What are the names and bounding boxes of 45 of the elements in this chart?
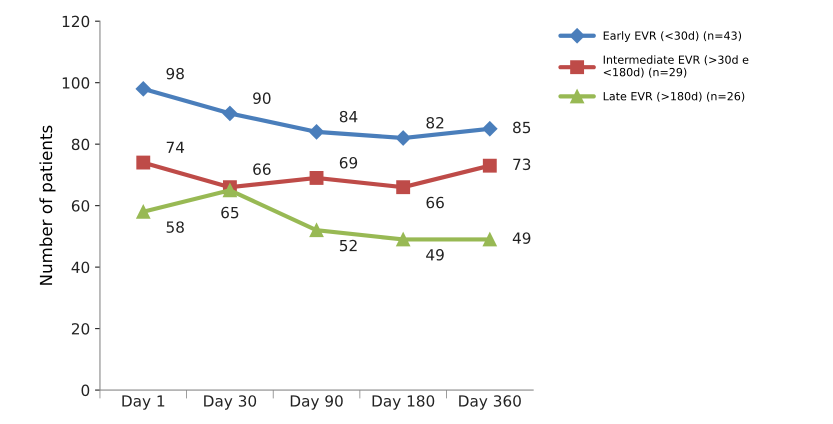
data-label: 52 <box>340 240 357 252</box>
y-tick-label: 0 <box>82 384 90 396</box>
point <box>482 158 497 173</box>
y-tick-label: 20 <box>72 323 90 335</box>
point <box>482 121 498 136</box>
x-tick-label: Day 30 <box>204 395 256 410</box>
data-label: 65 <box>221 206 238 218</box>
point <box>222 183 237 198</box>
legend-label: Late EVR (>180d) (n=26) <box>604 92 744 102</box>
data-label: 49 <box>426 248 444 261</box>
point <box>136 204 150 219</box>
point <box>396 180 410 194</box>
x-tick-label: Day 360 <box>459 395 521 410</box>
point <box>396 232 410 246</box>
point <box>136 81 151 96</box>
point <box>310 171 324 185</box>
point <box>482 232 497 246</box>
data-label: 84 <box>340 110 358 122</box>
point <box>222 106 238 121</box>
x-tick-label: Day 90 <box>290 395 343 410</box>
data-label: 69 <box>340 156 358 169</box>
y-tick-label: 60 <box>72 200 90 212</box>
data-label: 49 <box>512 232 530 244</box>
y-tick-label: 80 <box>72 138 90 150</box>
y-tick-label: 100 <box>62 77 90 89</box>
x-tick-label: Day 1 <box>122 395 164 410</box>
data-label: 66 <box>253 163 271 175</box>
x-tick-label: Day 180 <box>372 395 434 410</box>
data-label: 66 <box>426 196 444 208</box>
data-label: 74 <box>166 142 184 153</box>
data-label: 82 <box>426 117 444 129</box>
point <box>308 124 324 140</box>
data-label: 90 <box>253 92 271 104</box>
y-tick-label: 120 <box>62 16 90 28</box>
point <box>136 156 150 170</box>
legend-label: Early EVR (<30d) (n=43) <box>604 31 742 42</box>
legend-label: Intermediate EVR (>30d e <180d) (n=29) <box>604 55 748 78</box>
data-label: 73 <box>513 158 530 170</box>
data-label: 58 <box>166 221 184 233</box>
point <box>396 130 411 146</box>
y-tick-label: 40 <box>72 262 90 274</box>
data-label: 85 <box>513 122 530 134</box>
data-label: 98 <box>166 68 184 80</box>
point <box>310 223 324 238</box>
y-axis-title: Number of patients <box>39 126 56 285</box>
